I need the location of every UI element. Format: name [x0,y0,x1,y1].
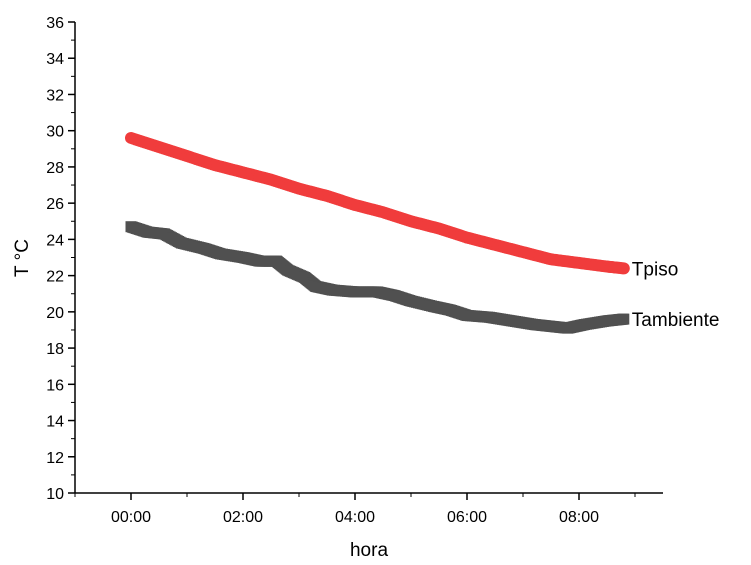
y-tick-label: 28 [46,160,64,177]
y-tick-label: 14 [46,414,64,431]
y-tick-label: 10 [46,486,64,503]
y-tick-label: 16 [46,377,64,394]
x-tick-label: 00:00 [111,509,151,526]
y-tick-label: 24 [46,232,64,249]
series-labels: Tpiso Tambiente [632,259,720,331]
series-Tpiso [125,131,630,275]
x-tick-label: 06:00 [447,509,487,526]
data-points [125,131,630,334]
data-point [618,313,630,325]
ticks: 10 12 14 16 18 20 22 24 26 28 30 32 34 36 00:00 02:00 04… [46,15,636,526]
y-tick-label: 20 [46,305,64,322]
x-tick-label: 02:00 [223,509,263,526]
series-label: Tpiso [632,259,678,280]
y-tick-label: 34 [46,51,64,68]
series-label: Tambiente [632,310,720,331]
series-Tambiente [125,221,630,334]
y-tick-label: 36 [46,15,64,32]
y-tick-label: 12 [46,450,64,467]
y-tick-label: 22 [46,269,64,286]
x-tick-label: 08:00 [559,509,599,526]
y-tick-label: 26 [46,196,64,213]
y-tick-label: 18 [46,341,64,358]
x-axis-title: hora [350,540,388,561]
x-tick-label: 04:00 [335,509,375,526]
y-tick-label: 30 [46,124,64,141]
y-tick-label: 32 [46,87,64,104]
data-point [617,262,630,275]
y-axis-title: T °C [12,239,33,277]
